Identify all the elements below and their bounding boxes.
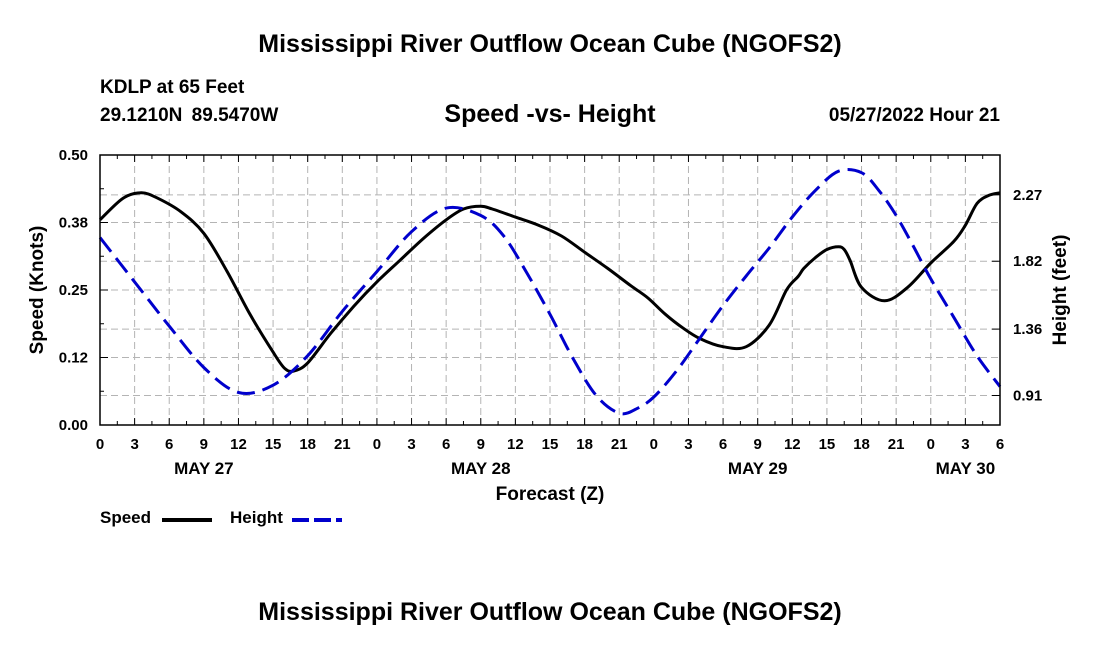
x-tick-label: 6 bbox=[719, 436, 727, 453]
y-right-tick-label: 0.91 bbox=[1013, 387, 1042, 404]
date-label: MAY 30 bbox=[936, 459, 996, 478]
date-label: MAY 29 bbox=[728, 459, 788, 478]
x-tick-label: 0 bbox=[650, 436, 658, 453]
x-tick-label: 0 bbox=[927, 436, 935, 453]
x-tick-label: 12 bbox=[230, 436, 247, 453]
height-series-line bbox=[98, 168, 1002, 416]
x-tick-label: 18 bbox=[853, 436, 870, 453]
y-right-tick-label: 2.27 bbox=[1013, 187, 1042, 204]
station-coordinates: 29.1210N 89.5470W bbox=[100, 105, 279, 126]
y-left-tick-label: 0.38 bbox=[59, 215, 88, 232]
x-tick-label: 15 bbox=[265, 436, 282, 453]
x-tick-label: 6 bbox=[996, 436, 1004, 453]
axis-labels: 0 3 6 9 12 15 18 21 0 3 6 9 12 15 18 21 0 3 6 9 12 15 18 21 0 3 6 0… bbox=[59, 147, 1042, 478]
y-right-tick-label: 1.82 bbox=[1013, 253, 1042, 270]
x-tick-label: 18 bbox=[299, 436, 316, 453]
x-tick-label: 21 bbox=[334, 436, 351, 453]
station-label: KDLP at 65 Feet bbox=[100, 77, 245, 98]
x-tick-label: 21 bbox=[611, 436, 628, 453]
x-tick-label: 9 bbox=[477, 436, 485, 453]
y-axis-left-title: Speed (Knots) bbox=[27, 226, 48, 355]
x-tick-label: 3 bbox=[407, 436, 415, 453]
x-tick-label: 3 bbox=[130, 436, 138, 453]
date-label: MAY 27 bbox=[174, 459, 234, 478]
chart-main-title: Mississippi River Outflow Ocean Cube (NG… bbox=[258, 30, 842, 58]
x-tick-label: 0 bbox=[96, 436, 104, 453]
x-tick-label: 12 bbox=[784, 436, 801, 453]
x-tick-label: 6 bbox=[442, 436, 450, 453]
y-right-tick-label: 1.36 bbox=[1013, 321, 1042, 338]
x-tick-label: 12 bbox=[507, 436, 524, 453]
plot-frame bbox=[99, 154, 1001, 426]
x-tick-label: 15 bbox=[542, 436, 559, 453]
x-axis-title: Forecast (Z) bbox=[496, 484, 605, 505]
y-left-tick-label: 0.50 bbox=[59, 147, 88, 164]
y-left-tick-label: 0.00 bbox=[59, 417, 88, 434]
y-left-tick-label: 0.25 bbox=[59, 282, 88, 299]
x-tick-label: 9 bbox=[200, 436, 208, 453]
speed-series-line bbox=[98, 191, 1001, 373]
legend-height-label: Height bbox=[230, 508, 283, 527]
forecast-datetime: 05/27/2022 Hour 21 bbox=[828, 105, 1000, 126]
x-tick-label: 15 bbox=[819, 436, 836, 453]
chart-bottom-title: Mississippi River Outflow Ocean Cube (NG… bbox=[258, 598, 842, 626]
x-tick-label: 0 bbox=[373, 436, 381, 453]
date-label: MAY 28 bbox=[451, 459, 511, 478]
x-tick-label: 6 bbox=[165, 436, 173, 453]
x-tick-label: 3 bbox=[961, 436, 969, 453]
y-axis-right-title: Height (feet) bbox=[1050, 235, 1071, 346]
y-left-tick-label: 0.12 bbox=[59, 350, 88, 367]
series-layer bbox=[98, 168, 1002, 416]
x-tick-label: 21 bbox=[888, 436, 905, 453]
x-tick-label: 3 bbox=[684, 436, 692, 453]
x-tick-label: 9 bbox=[754, 436, 762, 453]
legend-speed-label: Speed bbox=[100, 508, 152, 527]
x-tick-label: 18 bbox=[576, 436, 593, 453]
chart-subtitle: Speed -vs- Height bbox=[444, 100, 656, 128]
